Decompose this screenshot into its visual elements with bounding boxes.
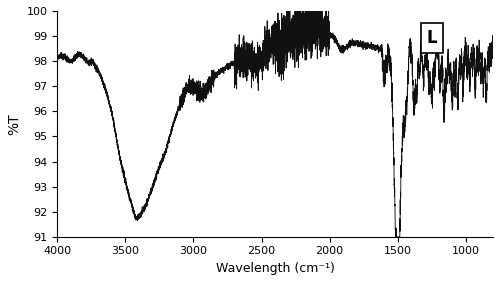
Y-axis label: %T: %T xyxy=(7,113,21,135)
Text: L: L xyxy=(426,29,438,47)
X-axis label: Wavelength (cm⁻¹): Wavelength (cm⁻¹) xyxy=(216,262,334,275)
